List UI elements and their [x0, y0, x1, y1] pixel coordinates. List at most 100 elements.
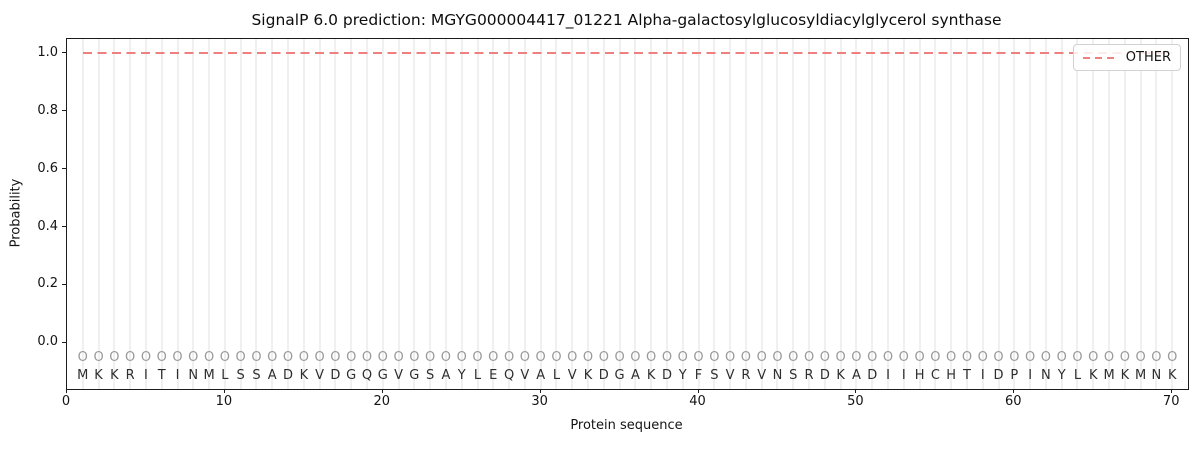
position-mark-other: O: [1119, 350, 1130, 366]
gridline: [1013, 39, 1016, 389]
y-tick-mark: [62, 52, 66, 54]
sequence-letter: E: [489, 367, 498, 383]
position-mark-other: O: [203, 350, 215, 366]
gridline: [350, 39, 353, 389]
sequence-letter: D: [598, 367, 609, 383]
gridline: [476, 39, 479, 389]
x-tick-label: 60: [1005, 394, 1022, 409]
other-probability-line: [82, 52, 1173, 55]
position-mark-other: O: [140, 350, 152, 366]
position-mark-other: O: [535, 350, 546, 366]
position-mark-other: O: [1056, 350, 1067, 366]
y-tick-label: 0.4: [37, 218, 58, 234]
sequence-letter: S: [236, 367, 245, 383]
position-mark-other: O: [709, 350, 720, 366]
sequence-letter: I: [175, 367, 180, 383]
sequence-letter: I: [144, 367, 148, 383]
position-mark-other: O: [851, 350, 862, 366]
gridline: [887, 39, 889, 389]
sequence-letter: Y: [457, 367, 466, 383]
position-mark-other: O: [235, 350, 246, 366]
x-tick-label: 20: [373, 394, 391, 409]
gridline: [413, 39, 416, 389]
sequence-letter: V: [315, 367, 325, 383]
gridline: [271, 39, 274, 389]
sequence-letter: D: [330, 367, 341, 383]
sequence-letter: G: [614, 367, 625, 383]
gridline: [460, 39, 463, 389]
sequence-letter: S: [789, 367, 798, 383]
gridline: [302, 39, 305, 389]
x-tick-mark: [539, 389, 541, 393]
position-mark-other: O: [1009, 350, 1020, 366]
position-mark-other: O: [172, 350, 183, 366]
gridline: [981, 39, 984, 389]
sequence-letter: Y: [1057, 367, 1066, 383]
x-tick-mark: [66, 389, 67, 393]
y-tick-mark: [62, 283, 66, 285]
position-mark-other: O: [1151, 350, 1162, 366]
position-mark-other: O: [835, 350, 846, 366]
gridline: [160, 39, 163, 389]
sequence-letter: L: [552, 367, 561, 383]
sequence-letter: R: [741, 367, 751, 383]
sequence-letter: V: [394, 367, 404, 383]
position-mark-other: O: [598, 350, 609, 366]
x-tick-mark: [1171, 389, 1173, 393]
position-mark-other: O: [109, 350, 120, 366]
sequence-letter: M: [77, 367, 89, 383]
sequence-letter: A: [630, 367, 640, 383]
position-mark-other: O: [1135, 350, 1146, 366]
sequence-letter: Y: [678, 367, 687, 383]
position-mark-other: O: [267, 350, 278, 366]
sequence-letter: G: [346, 367, 357, 383]
position-mark-other: O: [803, 350, 815, 366]
position-mark-other: O: [993, 350, 1004, 366]
position-mark-other: O: [377, 350, 388, 366]
x-axis-label: Protein sequence: [570, 418, 683, 433]
gridline: [650, 39, 653, 389]
position-mark-other: O: [567, 350, 578, 366]
gridline: [713, 39, 716, 389]
sequence-letter: V: [520, 367, 530, 383]
sequence-letter: Q: [361, 367, 373, 383]
position-mark-other: O: [882, 350, 894, 366]
x-tick-label: 10: [215, 394, 233, 409]
legend: OTHER: [1072, 44, 1181, 71]
gridline: [997, 39, 1000, 389]
gridline: [381, 39, 384, 389]
gridline: [1155, 39, 1158, 389]
sequence-letter: H: [914, 367, 925, 383]
position-mark-other: O: [188, 350, 199, 366]
chart-title: SignalP 6.0 prediction: MGYG000004417_01…: [251, 11, 1002, 29]
sequence-letter: M: [1135, 367, 1147, 383]
gridline: [808, 39, 811, 389]
position-mark-other: O: [298, 350, 309, 366]
y-tick-label: 0.8: [37, 102, 58, 118]
sequence-letter: A: [851, 367, 861, 383]
gridline: [255, 39, 258, 389]
gridline: [223, 39, 226, 389]
gridline: [776, 39, 779, 389]
sequence-letter: I: [980, 367, 985, 383]
gridline: [934, 39, 937, 389]
sequence-letter: L: [221, 367, 229, 383]
sequence-letter: N: [772, 367, 783, 383]
position-mark-other: O: [1072, 350, 1083, 366]
sequence-letter: V: [757, 367, 767, 383]
gridline: [113, 39, 116, 389]
position-mark-other: O: [456, 350, 467, 366]
sequence-letter: K: [94, 367, 103, 383]
sequence-letter: D: [661, 367, 672, 383]
position-mark-other: O: [346, 350, 357, 366]
gridline: [1044, 39, 1047, 389]
legend-label-other: OTHER: [1125, 50, 1171, 65]
position-mark-other: O: [425, 350, 436, 366]
position-mark-other: O: [1167, 350, 1178, 366]
gridline: [681, 39, 684, 389]
position-mark-other: O: [1024, 350, 1036, 366]
x-tick-label: 50: [847, 394, 864, 409]
sequence-letter: S: [710, 367, 719, 383]
gridline: [429, 39, 432, 389]
